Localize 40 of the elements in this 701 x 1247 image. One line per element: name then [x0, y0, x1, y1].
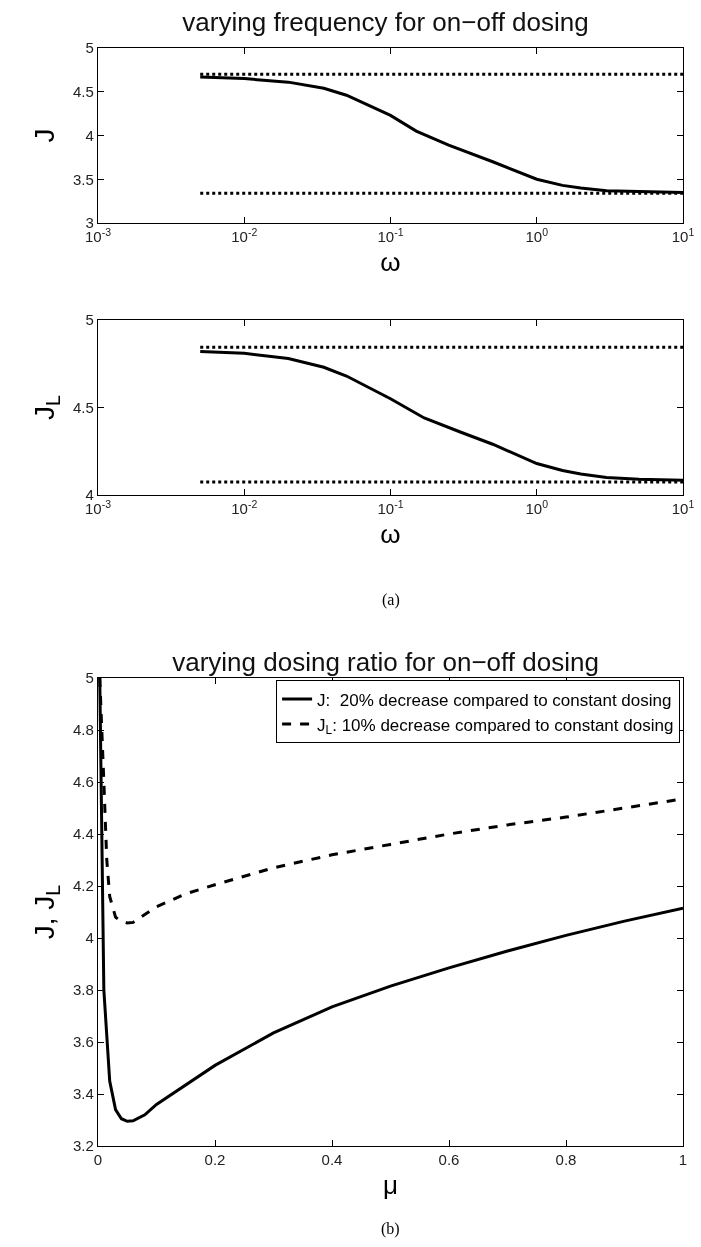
y-axis-title: J — [28, 128, 60, 143]
y-tick-label: 4.2 — [73, 877, 94, 895]
y-tick-label: 4 — [85, 929, 94, 947]
x-tick-label: 0.6 — [438, 1151, 460, 1169]
y-tick-label: 4.5 — [73, 398, 94, 416]
y-tick-label: 5 — [85, 39, 94, 57]
y-tick-label: 5 — [85, 669, 94, 687]
x-tick-label: 10$^{-2}$ — [231, 497, 258, 518]
y-tick-label: 3.6 — [73, 1033, 94, 1051]
y-tick-label: 3.5 — [73, 170, 94, 188]
x-tick-label: 0.8 — [555, 1151, 577, 1169]
x-tick-label: 10$^{-2}$ — [231, 225, 258, 246]
x-tick-label: 10$^{1}$ — [671, 497, 695, 518]
x-axis-title: ω — [380, 246, 401, 277]
text: (b) — [381, 1220, 400, 1238]
y-tick-label: 3.8 — [73, 981, 94, 999]
legend-label: J$_{L}$: 10% decrease compared to constant dosing — [317, 715, 674, 738]
y-tick-label: 3.2 — [73, 1137, 94, 1155]
x-tick-label: 10$^{0}$ — [525, 225, 549, 246]
x-tick-label: 10$^{1}$ — [671, 225, 695, 246]
y-tick-label: 4.6 — [73, 773, 94, 791]
y-tick-label: 4.4 — [73, 825, 94, 843]
x-axis-title: μ — [383, 1169, 398, 1200]
text: (a) — [382, 591, 400, 609]
x-tick-label: 10$^{0}$ — [525, 497, 549, 518]
x-tick-label: 0.4 — [321, 1151, 343, 1169]
x-tick-label: 1 — [678, 1151, 688, 1169]
chart-title: varying dosing ratio for on−off dosing — [172, 647, 599, 678]
chart-title: varying frequency for on−off dosing — [182, 7, 589, 38]
x-tick-label: 10$^{-1}$ — [377, 497, 404, 518]
y-tick-label: 4.5 — [73, 83, 94, 100]
x-axis-title: ω — [380, 518, 401, 549]
x-tick-label: 0.2 — [204, 1151, 226, 1169]
legend-label: J: 20% decrease compared to constant dosing — [317, 690, 672, 710]
y-tick-label: 4.8 — [73, 721, 94, 739]
y-tick-label: 3.4 — [73, 1085, 94, 1103]
y-tick-label: 5 — [85, 311, 94, 329]
x-tick-label: 0 — [93, 1151, 103, 1169]
x-tick-label: 10$^{-1}$ — [377, 225, 404, 246]
y-tick-label: 4 — [85, 126, 94, 144]
